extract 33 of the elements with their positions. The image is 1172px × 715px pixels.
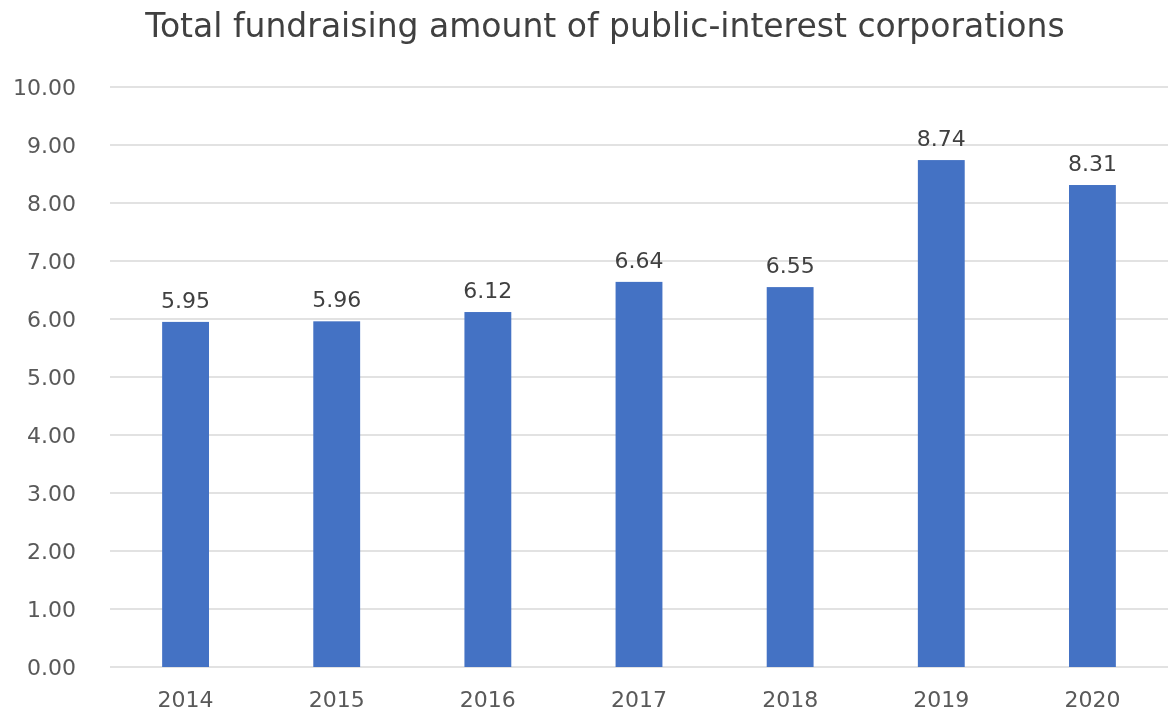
y-tick-label: 5.00 — [27, 365, 76, 390]
y-tick-label: 6.00 — [27, 307, 76, 332]
bar — [464, 312, 512, 667]
data-label: 5.95 — [161, 287, 211, 313]
data-label: 8.31 — [1067, 151, 1117, 177]
data-label: 6.12 — [463, 278, 513, 304]
x-tick-label: 2020 — [1064, 687, 1121, 712]
bar — [162, 321, 209, 667]
x-tick-label: 2018 — [762, 687, 819, 712]
x-tick-label: 2016 — [459, 687, 516, 712]
y-tick-label: 7.00 — [27, 249, 76, 274]
y-tick-label: 2.00 — [27, 539, 76, 564]
bar — [313, 321, 361, 667]
x-tick-label: 2019 — [913, 687, 970, 712]
y-tick-label: 8.00 — [27, 191, 76, 216]
x-tick-label: 2014 — [157, 687, 214, 712]
bar — [766, 287, 814, 667]
y-tick-label: 0.00 — [27, 655, 76, 680]
data-label: 8.74 — [916, 126, 966, 152]
bar — [615, 281, 663, 667]
bar — [1069, 185, 1116, 667]
data-label: 5.96 — [312, 287, 362, 313]
y-tick-label: 10.00 — [13, 75, 76, 100]
chart-title: Total fundraising amount of public-interest corporations — [144, 6, 1065, 45]
bar — [917, 160, 965, 667]
data-label: 6.64 — [614, 247, 664, 273]
y-tick-label: 4.00 — [27, 423, 76, 448]
x-tick-label: 2017 — [611, 687, 667, 712]
y-tick-label: 3.00 — [27, 481, 76, 506]
y-tick-label: 9.00 — [27, 133, 76, 158]
x-tick-label: 2015 — [308, 687, 365, 712]
data-label: 6.55 — [765, 253, 815, 279]
y-tick-label: 1.00 — [27, 597, 76, 622]
